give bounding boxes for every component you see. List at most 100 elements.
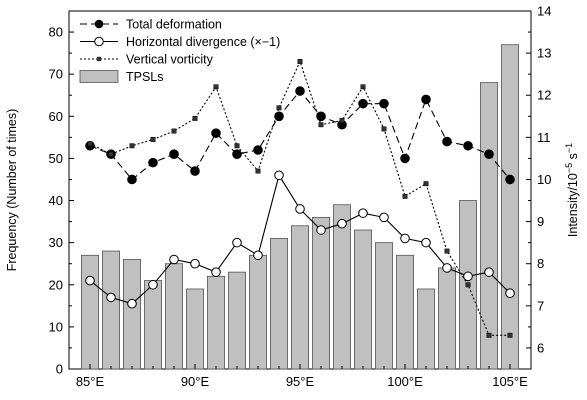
right-tick-label: 8	[537, 256, 544, 271]
left-tick-label: 80	[49, 25, 63, 40]
legend: Total deformation Horizontal divergence (…	[79, 18, 280, 84]
left-tick-label: 60	[49, 109, 63, 124]
data-point	[358, 208, 368, 218]
x-tick-label: 100°E	[387, 374, 423, 389]
data-point	[381, 126, 387, 132]
bar	[143, 280, 163, 370]
data-point	[234, 143, 240, 149]
bar	[269, 238, 289, 370]
right-axis-title: Intensity/10−5 s−1	[564, 143, 580, 237]
bar	[80, 254, 100, 370]
data-point	[169, 254, 179, 265]
bar	[437, 267, 457, 370]
data-point	[402, 193, 408, 199]
bar	[311, 216, 331, 370]
bar	[164, 263, 184, 370]
left-tick-label: 30	[49, 235, 63, 250]
legend-label: Vertical vorticity	[126, 53, 214, 67]
data-point	[150, 137, 156, 142]
data-point	[127, 174, 137, 185]
bottom-axis: 85°E 90°E 95°E 100°E 105°E	[76, 364, 528, 389]
data-point	[232, 237, 242, 248]
data-point	[421, 237, 431, 248]
bar	[395, 254, 415, 370]
data-point	[108, 151, 114, 157]
right-axis: 6 7 8 9 10 11 12 13 14	[526, 4, 551, 355]
data-point	[318, 122, 324, 128]
left-tick-label: 20	[49, 277, 63, 292]
left-tick-label: 40	[49, 193, 63, 208]
bar	[374, 242, 394, 370]
left-tick-label: 0	[56, 362, 63, 377]
data-point	[297, 59, 303, 64]
data-point	[192, 115, 198, 121]
left-tick-label: 70	[49, 67, 63, 82]
right-axis-title-exp1: −5	[564, 163, 574, 173]
data-point	[400, 233, 410, 244]
data-point	[463, 140, 473, 151]
data-point	[211, 267, 221, 277]
bar	[185, 288, 205, 370]
bar	[479, 82, 499, 370]
bar	[500, 44, 520, 370]
legend-label: Total deformation	[126, 18, 222, 32]
data-point	[316, 225, 326, 235]
data-point	[129, 143, 135, 149]
data-point	[85, 275, 95, 286]
data-point	[274, 170, 284, 181]
data-point	[169, 149, 179, 159]
legend-marker	[94, 36, 104, 47]
legend-swatch	[79, 70, 119, 83]
bar	[122, 259, 142, 370]
right-tick-label: 13	[537, 46, 551, 61]
data-point	[463, 271, 473, 282]
data-point	[106, 292, 116, 303]
x-tick-label: 85°E	[76, 374, 105, 389]
data-point	[444, 248, 450, 254]
data-point	[295, 86, 305, 96]
right-tick-label: 12	[537, 88, 551, 103]
legend-marker	[94, 19, 104, 29]
data-point	[442, 136, 452, 147]
left-axis-title: Frequency (Number of times)	[5, 109, 19, 272]
data-point	[232, 149, 242, 159]
data-point	[484, 149, 494, 159]
data-point	[337, 218, 347, 229]
x-tick-label: 90°E	[181, 374, 210, 389]
bars-group	[80, 44, 520, 370]
data-point	[171, 128, 177, 134]
bar	[248, 254, 268, 370]
data-point	[379, 212, 389, 223]
x-tick-label: 95°E	[286, 374, 315, 389]
data-point	[358, 98, 368, 109]
bar	[101, 250, 121, 370]
data-point	[213, 84, 219, 90]
data-point	[295, 204, 305, 214]
data-point	[190, 166, 200, 176]
data-point	[253, 145, 263, 155]
data-point	[276, 105, 282, 111]
bar	[290, 225, 310, 370]
data-point	[465, 282, 471, 288]
legend-marker	[96, 56, 102, 62]
left-tick-label: 10	[49, 319, 63, 334]
left-tick-label: 50	[49, 151, 63, 166]
right-tick-label: 11	[537, 130, 551, 145]
right-axis-title-prefix: Intensity/10	[566, 173, 580, 237]
x-tick-label: 105°E	[492, 374, 528, 389]
data-point	[339, 118, 345, 123]
data-point	[442, 263, 452, 273]
legend-label: TPSLs	[126, 70, 164, 84]
bar	[227, 271, 247, 370]
data-point	[255, 168, 261, 174]
right-tick-label: 7	[537, 298, 544, 313]
data-point	[360, 84, 366, 90]
data-point	[87, 141, 93, 147]
data-point	[253, 250, 263, 261]
data-point	[484, 267, 494, 277]
legend-label: Horizontal divergence (×−1)	[126, 35, 280, 49]
bar	[206, 275, 226, 370]
data-point	[274, 111, 284, 122]
bar	[353, 229, 373, 370]
